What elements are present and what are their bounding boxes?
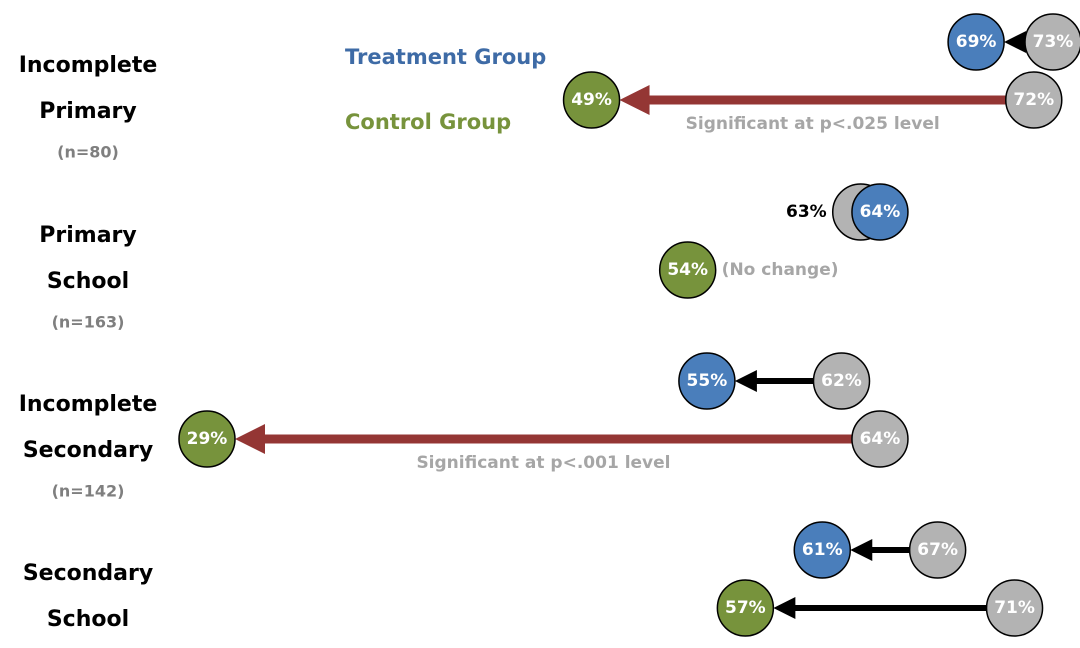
group-label: Incomplete <box>19 392 158 417</box>
before-dot <box>812 352 871 410</box>
arrow-head <box>1004 31 1027 53</box>
before-dot <box>1005 71 1063 129</box>
before-dot <box>851 410 909 468</box>
group-n: (n=80) <box>57 143 119 162</box>
value-label: 62% <box>821 371 862 391</box>
annotation: Significant at p<.001 level <box>416 453 670 473</box>
arrow-head <box>235 424 265 454</box>
after-dot <box>178 410 236 468</box>
value-label: 61% <box>802 540 843 560</box>
dot <box>658 241 717 299</box>
after-dot <box>716 579 775 637</box>
value-label: 64% <box>860 429 901 449</box>
value-label: 54% <box>667 260 708 280</box>
before-dot <box>1024 13 1080 71</box>
arrow-head <box>850 539 873 561</box>
group-label: Secondary <box>23 438 153 463</box>
annotation: (No change) <box>722 260 839 280</box>
group-n: (n=163) <box>52 313 125 332</box>
value-label: 67% <box>917 540 958 560</box>
value-label: 49% <box>571 90 612 110</box>
group-label: Secondary <box>23 561 153 586</box>
value-label: 64% <box>860 202 901 222</box>
group-label: School <box>47 269 129 294</box>
value-label: 57% <box>725 598 766 618</box>
after-dot <box>851 183 909 241</box>
value-label: 55% <box>687 371 728 391</box>
value-label: 29% <box>187 429 228 449</box>
value-label: 63% <box>786 202 827 222</box>
value-label: 69% <box>956 32 997 52</box>
after-dot <box>678 352 736 410</box>
before-dot <box>985 579 1044 637</box>
value-label: 72% <box>1013 90 1054 110</box>
legend-control: Control Group <box>345 110 511 134</box>
group-n: (n=142) <box>52 482 125 501</box>
arrow-head <box>773 597 796 619</box>
group-label: Primary <box>39 99 136 124</box>
after-dot <box>562 71 621 129</box>
arrow-head <box>734 370 757 392</box>
annotation: Significant at p<.025 level <box>686 114 940 134</box>
group-label: Incomplete <box>19 53 158 78</box>
after-dot <box>793 521 852 579</box>
legend-treatment: Treatment Group <box>345 45 546 69</box>
group-label: Primary <box>39 223 136 248</box>
before-dot <box>908 521 967 579</box>
arrow-head <box>619 85 650 115</box>
value-label: 73% <box>1033 32 1074 52</box>
after-dot <box>947 13 1005 71</box>
value-label: 71% <box>994 598 1035 618</box>
group-label: School <box>47 607 129 632</box>
